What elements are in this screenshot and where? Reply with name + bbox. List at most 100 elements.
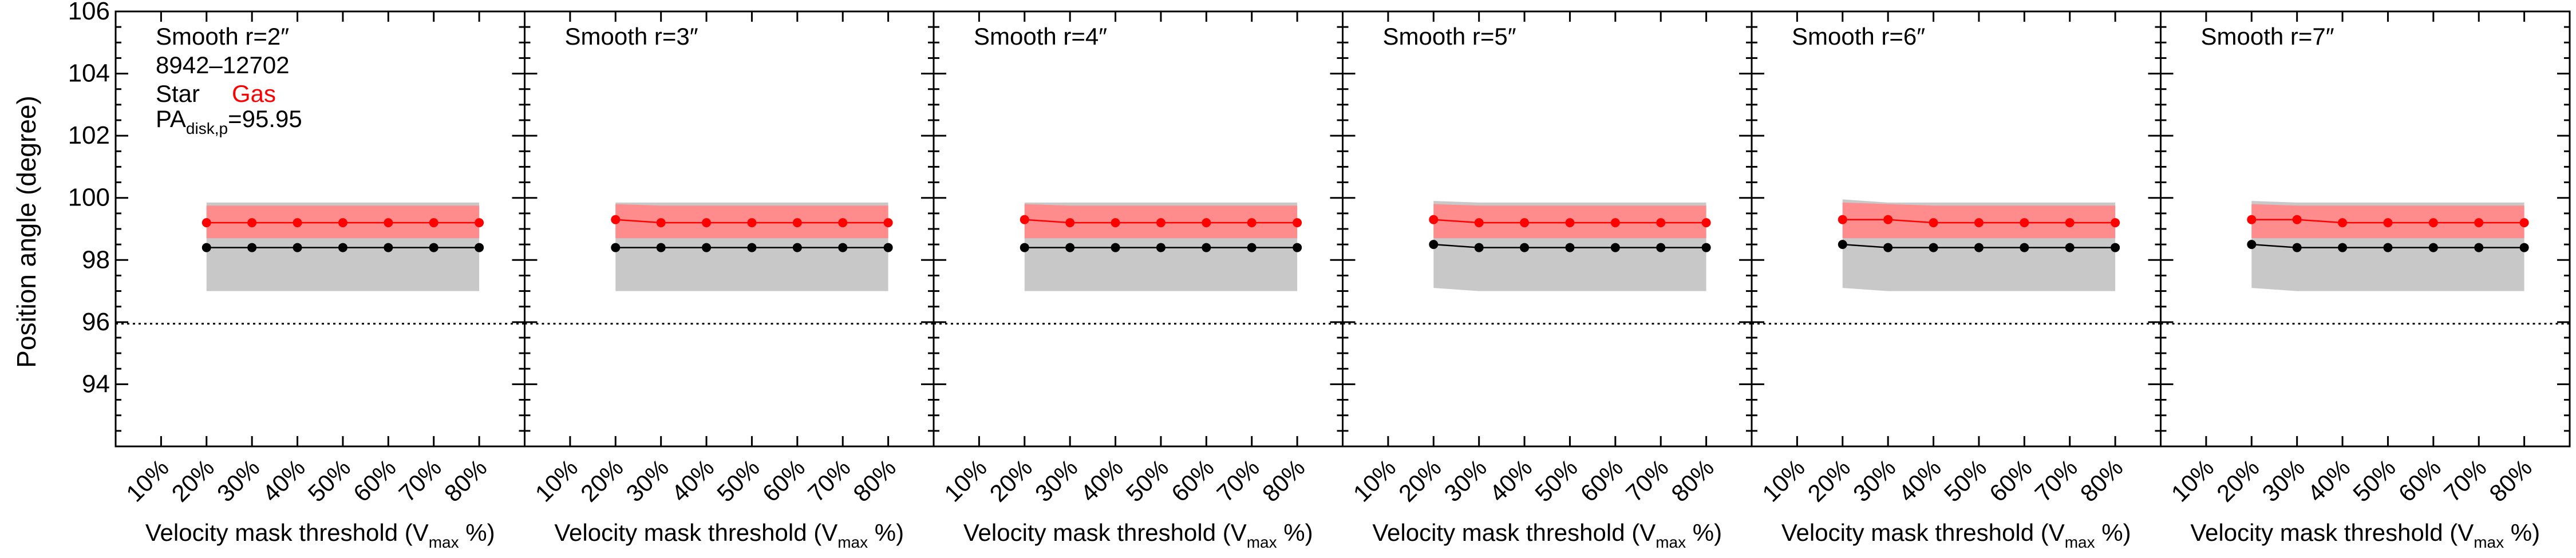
star-point xyxy=(656,243,666,252)
x-tick-label: 10% xyxy=(1348,454,1401,507)
pa-subscript: disk,p xyxy=(186,120,228,137)
x-tick-label: 40% xyxy=(1893,454,1946,507)
x-tick-label: 40% xyxy=(1075,454,1128,507)
gas-point xyxy=(475,218,484,228)
star-point xyxy=(1065,243,1075,252)
star-point xyxy=(1929,243,1938,252)
star-point xyxy=(1883,243,1893,252)
x-axis-label: Velocity mask threshold (Vmax %) xyxy=(1781,519,2131,551)
gas-point xyxy=(2519,218,2529,228)
panel-title: Smooth r=7″ xyxy=(2201,23,2334,50)
x-axis-label-sub: max xyxy=(837,533,868,551)
star-point xyxy=(2428,243,2438,252)
y-tick-label: 104 xyxy=(68,60,110,88)
x-axis-label-main: Velocity mask threshold (V xyxy=(554,519,837,546)
panel-6: 10%20%30%40%50%60%70%80% Smooth r=7″ Veloc… xyxy=(2160,10,2571,551)
panel-title: Smooth r=4″ xyxy=(974,23,1107,50)
star-point xyxy=(475,243,484,252)
star-point xyxy=(384,243,393,252)
panel-5: 10%20%30%40%50%60%70%80% Smooth r=6″ Veloc… xyxy=(1751,10,2162,551)
star-point xyxy=(792,243,802,252)
star-point xyxy=(1838,240,1847,250)
x-tick-label: 10% xyxy=(2166,454,2219,507)
y-tick-label: 106 xyxy=(68,0,110,25)
gas-point xyxy=(1474,218,1484,228)
panel-1: 94969810010210410610%20%30%40%50%60%70%8… xyxy=(68,0,526,551)
y-tick-label: 96 xyxy=(82,308,110,336)
star-point xyxy=(702,243,712,252)
star-point xyxy=(1474,243,1484,252)
gas-point xyxy=(293,218,302,228)
x-tick-label: 20% xyxy=(984,454,1037,507)
star-point xyxy=(247,243,257,252)
gas-point xyxy=(2292,215,2302,224)
panel-title: Smooth r=5″ xyxy=(1383,23,1516,50)
star-point xyxy=(2247,240,2257,250)
x-tick-label: 20% xyxy=(166,454,219,507)
gas-point xyxy=(1838,215,1847,224)
x-tick-label: 80% xyxy=(439,454,492,507)
gas-point xyxy=(838,218,848,228)
gas-point xyxy=(1974,218,1984,228)
x-tick-label: 20% xyxy=(2211,454,2265,507)
panel-title: Smooth r=3″ xyxy=(565,23,698,50)
gas-point xyxy=(2338,218,2348,228)
legend-gas-label: Gas xyxy=(232,80,276,107)
star-point xyxy=(1974,243,1984,252)
x-tick-label: 40% xyxy=(257,454,310,507)
y-tick-label: 98 xyxy=(82,246,110,274)
gas-point xyxy=(1202,218,1211,228)
x-axis-label: Velocity mask threshold (Vmax %) xyxy=(145,519,495,551)
star-point xyxy=(2020,243,2029,252)
gas-point xyxy=(2111,218,2120,228)
star-point xyxy=(2292,243,2302,252)
y-tick-label: 100 xyxy=(68,184,110,212)
star-point xyxy=(611,243,621,252)
x-tick-label: 20% xyxy=(575,454,629,507)
gas-point xyxy=(1111,218,1120,228)
x-axis-label-sub: max xyxy=(1247,533,1277,551)
x-axis-label-tail: %) xyxy=(459,519,495,546)
x-tick-label: 70% xyxy=(1211,454,1265,507)
star-point xyxy=(1247,243,1257,252)
x-tick-label: 80% xyxy=(2075,454,2128,507)
x-tick-label: 40% xyxy=(1484,454,1538,507)
x-axis-label: Velocity mask threshold (Vmax %) xyxy=(963,519,1313,551)
star-point xyxy=(838,243,848,252)
gas-point xyxy=(702,218,712,228)
x-axis-label-main: Velocity mask threshold (V xyxy=(2190,519,2474,546)
star-point xyxy=(2519,243,2529,252)
gas-point xyxy=(2428,218,2438,228)
x-tick-label: 10% xyxy=(1757,454,1810,507)
gas-point xyxy=(1429,215,1439,224)
x-axis-label-main: Velocity mask threshold (V xyxy=(1372,519,1656,546)
star-point xyxy=(1565,243,1575,252)
x-tick-label: 60% xyxy=(1575,454,1629,507)
y-axis-label: Position angle (degree) xyxy=(11,96,41,368)
panels: 94969810010210410610%20%30%40%50%60%70%8… xyxy=(68,0,2571,551)
x-axis-label-sub: max xyxy=(429,533,459,551)
star-point xyxy=(1520,243,1530,252)
x-tick-label: 80% xyxy=(848,454,901,507)
x-axis-label-tail: %) xyxy=(1277,519,1313,546)
gas-point xyxy=(1020,215,1029,224)
gas-point xyxy=(1656,218,1666,228)
star-point xyxy=(1156,243,1165,252)
x-tick-label: 60% xyxy=(1166,454,1219,507)
gas-point xyxy=(1883,215,1893,224)
x-tick-label: 60% xyxy=(757,454,811,507)
x-tick-label: 50% xyxy=(712,454,765,507)
panel-title: Smooth r=2″ xyxy=(156,23,289,50)
legend-star-label: Star xyxy=(156,80,200,107)
gas-point xyxy=(384,218,393,228)
x-axis-label: Velocity mask threshold (Vmax %) xyxy=(2190,519,2540,551)
gas-point xyxy=(1610,218,1620,228)
star-point xyxy=(1701,243,1711,252)
gas-point xyxy=(2474,218,2484,228)
x-tick-label: 50% xyxy=(1939,454,1992,507)
x-axis-label-sub: max xyxy=(1656,533,1686,551)
star-point xyxy=(1202,243,1211,252)
panel-4: 10%20%30%40%50%60%70%80% Smooth r=5″ Veloc… xyxy=(1342,10,1753,551)
gas-point xyxy=(1065,218,1075,228)
gas-point xyxy=(429,218,438,228)
